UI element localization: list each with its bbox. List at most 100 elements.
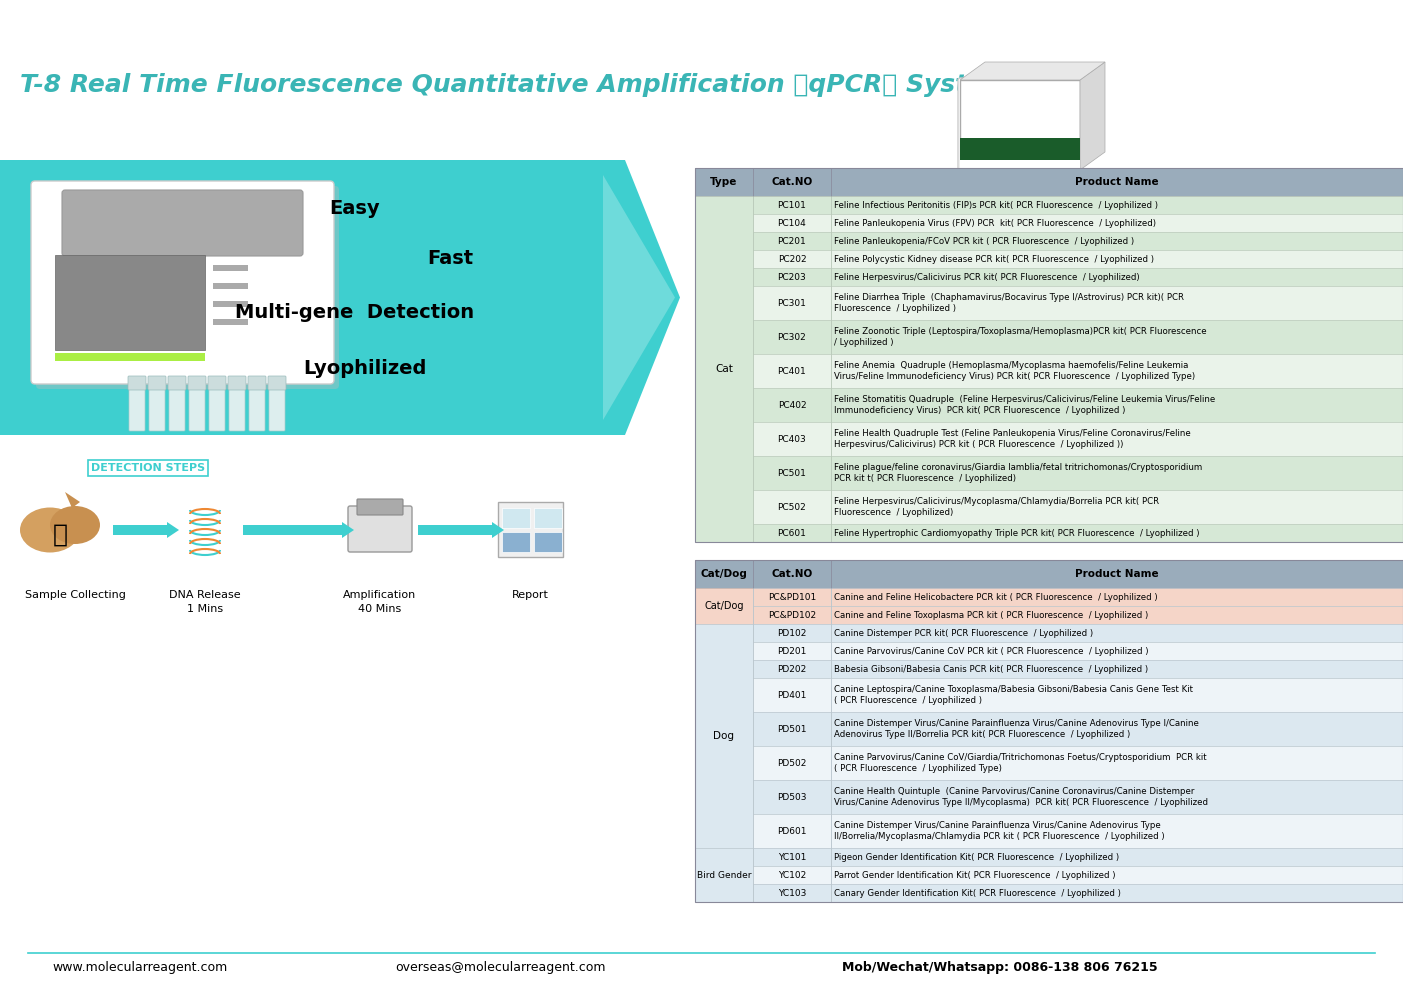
Bar xyxy=(535,508,563,528)
Bar xyxy=(498,502,563,557)
Text: Feline Panleukopenia Virus (FPV) PCR  kit( PCR Fluorescence  / Lyophilized): Feline Panleukopenia Virus (FPV) PCR kit… xyxy=(833,218,1156,227)
Bar xyxy=(753,232,831,250)
Text: Easy: Easy xyxy=(330,198,380,217)
Bar xyxy=(55,353,205,361)
Text: PC203: PC203 xyxy=(777,273,807,282)
Bar xyxy=(831,606,1403,624)
FancyBboxPatch shape xyxy=(188,376,206,390)
Text: PC302: PC302 xyxy=(777,332,807,341)
FancyBboxPatch shape xyxy=(168,384,185,431)
Bar xyxy=(831,660,1403,678)
Bar xyxy=(694,624,753,848)
FancyBboxPatch shape xyxy=(189,384,205,431)
Polygon shape xyxy=(167,522,180,538)
Text: Dog: Dog xyxy=(714,731,735,741)
Bar xyxy=(831,422,1403,456)
Text: Lyophilized: Lyophilized xyxy=(303,358,427,378)
Bar xyxy=(213,319,248,325)
FancyBboxPatch shape xyxy=(958,78,1082,172)
Bar xyxy=(831,780,1403,814)
Bar xyxy=(753,848,831,866)
Text: Feline Herpesvirus/Calicivirus PCR kit( PCR Fluorescence  / Lyophilized): Feline Herpesvirus/Calicivirus PCR kit( … xyxy=(833,273,1139,282)
Text: PD502: PD502 xyxy=(777,759,807,768)
Text: Cat: Cat xyxy=(716,364,732,374)
Bar xyxy=(753,196,831,214)
Text: Canine Distemper Virus/Canine Parainfluenza Virus/Canine Adenovirus Type I/Canin: Canine Distemper Virus/Canine Parainflue… xyxy=(833,719,1200,739)
Bar xyxy=(831,588,1403,606)
Bar xyxy=(753,642,831,660)
Bar xyxy=(753,624,831,642)
Text: Product Name: Product Name xyxy=(1075,177,1159,187)
Text: Product Name: Product Name xyxy=(1075,569,1159,579)
Bar xyxy=(753,422,831,456)
FancyBboxPatch shape xyxy=(208,376,226,390)
Text: Multi-gene  Detection: Multi-gene Detection xyxy=(236,304,474,322)
Text: 40 Mins: 40 Mins xyxy=(358,604,401,614)
Bar xyxy=(694,588,753,624)
Text: www.molecularreagent.com: www.molecularreagent.com xyxy=(52,961,227,974)
Text: Amplification: Amplification xyxy=(344,590,417,600)
Bar xyxy=(213,265,248,271)
Bar xyxy=(694,196,753,542)
Text: Feline Diarrhea Triple  (Chaphamavirus/Bocavirus Type I/Astrovirus) PCR kit)( PC: Feline Diarrhea Triple (Chaphamavirus/Bo… xyxy=(833,294,1184,312)
FancyBboxPatch shape xyxy=(36,186,340,389)
Bar xyxy=(753,606,831,624)
Bar xyxy=(694,168,1403,196)
Bar xyxy=(694,560,1403,902)
Bar xyxy=(55,255,205,350)
Text: Feline Herpesvirus/Calicivirus/Mycoplasma/Chlamydia/Borrelia PCR kit( PCR
Fluore: Feline Herpesvirus/Calicivirus/Mycoplasm… xyxy=(833,497,1159,517)
Bar xyxy=(502,532,530,552)
Bar xyxy=(831,624,1403,642)
Bar xyxy=(753,490,831,524)
Bar xyxy=(418,525,492,535)
Bar xyxy=(831,712,1403,746)
FancyBboxPatch shape xyxy=(168,376,187,390)
Text: Sample Collecting: Sample Collecting xyxy=(25,590,125,600)
Text: Feline Polycystic Kidney disease PCR kit( PCR Fluorescence  / Lyophilized ): Feline Polycystic Kidney disease PCR kit… xyxy=(833,255,1155,264)
Text: PD503: PD503 xyxy=(777,793,807,802)
Polygon shape xyxy=(65,492,80,508)
Bar xyxy=(831,250,1403,268)
Text: Babesia Gibsoni/Babesia Canis PCR kit( PCR Fluorescence  / Lyophilized ): Babesia Gibsoni/Babesia Canis PCR kit( P… xyxy=(833,665,1148,674)
Bar xyxy=(831,524,1403,542)
Bar xyxy=(831,456,1403,490)
FancyBboxPatch shape xyxy=(248,384,265,431)
Text: PC501: PC501 xyxy=(777,468,807,477)
Bar xyxy=(831,490,1403,524)
FancyBboxPatch shape xyxy=(229,384,246,431)
Bar xyxy=(753,388,831,422)
FancyBboxPatch shape xyxy=(129,384,145,431)
Bar xyxy=(753,320,831,354)
Bar xyxy=(694,848,753,902)
Text: 1 Mins: 1 Mins xyxy=(187,604,223,614)
Text: YC103: YC103 xyxy=(777,889,807,898)
Bar xyxy=(831,320,1403,354)
Bar xyxy=(243,525,342,535)
Bar xyxy=(753,746,831,780)
Bar xyxy=(753,884,831,902)
Bar xyxy=(753,814,831,848)
Bar xyxy=(213,283,248,289)
Bar xyxy=(831,814,1403,848)
FancyBboxPatch shape xyxy=(229,376,246,390)
Bar xyxy=(831,286,1403,320)
FancyBboxPatch shape xyxy=(209,384,224,431)
Text: Canine Parvovirus/Canine CoV PCR kit ( PCR Fluorescence  / Lyophilized ): Canine Parvovirus/Canine CoV PCR kit ( P… xyxy=(833,647,1149,656)
Text: PC401: PC401 xyxy=(777,366,807,376)
Bar xyxy=(753,866,831,884)
Text: Cat.NO: Cat.NO xyxy=(772,177,812,187)
Text: PD501: PD501 xyxy=(777,724,807,733)
Bar xyxy=(753,588,831,606)
Text: Canine and Feline Toxoplasma PCR kit ( PCR Fluorescence  / Lyophilized ): Canine and Feline Toxoplasma PCR kit ( P… xyxy=(833,610,1148,619)
FancyBboxPatch shape xyxy=(128,376,146,390)
Text: PC101: PC101 xyxy=(777,200,807,209)
Text: PD202: PD202 xyxy=(777,665,807,674)
Bar xyxy=(960,138,1080,160)
FancyBboxPatch shape xyxy=(248,376,267,390)
Text: Feline Anemia  Quadruple (Hemoplasma/Mycoplasma haemofelis/Feline Leukemia
Virus: Feline Anemia Quadruple (Hemoplasma/Myco… xyxy=(833,361,1195,381)
Text: Parrot Gender Identification Kit( PCR Fluorescence  / Lyophilized ): Parrot Gender Identification Kit( PCR Fl… xyxy=(833,871,1115,880)
Text: PC402: PC402 xyxy=(777,401,807,410)
Bar xyxy=(535,532,563,552)
Text: PC502: PC502 xyxy=(777,503,807,512)
Bar xyxy=(694,168,1403,542)
